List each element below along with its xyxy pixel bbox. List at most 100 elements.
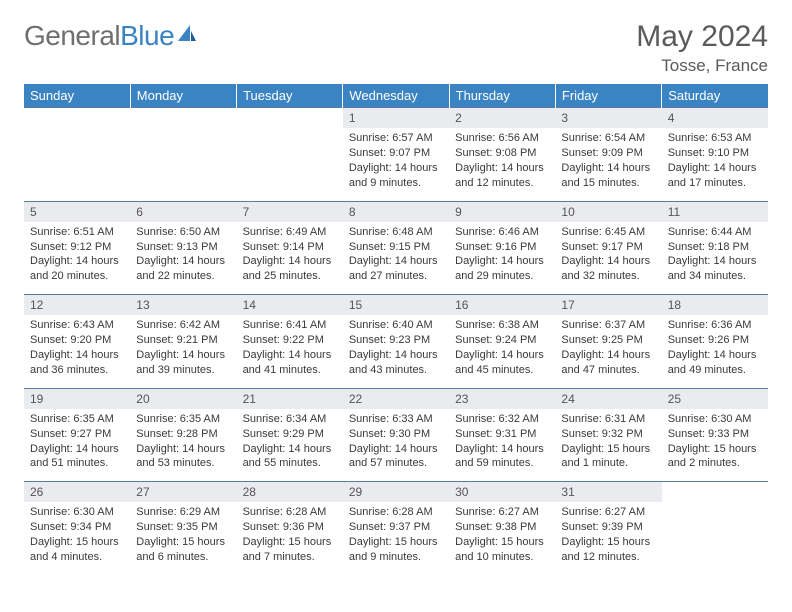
calendar-day-cell: 29Sunrise: 6:28 AMSunset: 9:37 PMDayligh… [343, 482, 449, 575]
day-number: 24 [555, 389, 661, 409]
day-number: 29 [343, 482, 449, 502]
day-line: Sunset: 9:30 PM [349, 427, 443, 442]
day-line: and 12 minutes. [455, 176, 549, 191]
calendar-day-cell: 15Sunrise: 6:40 AMSunset: 9:23 PMDayligh… [343, 295, 449, 389]
day-line: and 47 minutes. [561, 363, 655, 378]
location-title: Tosse, France [636, 56, 768, 76]
day-body: Sunrise: 6:27 AMSunset: 9:39 PMDaylight:… [555, 502, 661, 574]
day-line: Sunrise: 6:42 AM [136, 318, 230, 333]
day-number: 8 [343, 202, 449, 222]
day-line: Sunrise: 6:51 AM [30, 225, 124, 240]
day-line: Sunset: 9:24 PM [455, 333, 549, 348]
day-body: Sunrise: 6:45 AMSunset: 9:17 PMDaylight:… [555, 222, 661, 294]
day-line: and 25 minutes. [243, 269, 337, 284]
calendar-week-row: 19Sunrise: 6:35 AMSunset: 9:27 PMDayligh… [24, 388, 768, 482]
day-number [24, 108, 130, 128]
day-body: Sunrise: 6:43 AMSunset: 9:20 PMDaylight:… [24, 315, 130, 387]
weekday-header: Monday [130, 84, 236, 108]
day-body: Sunrise: 6:30 AMSunset: 9:34 PMDaylight:… [24, 502, 130, 574]
day-line: Sunrise: 6:36 AM [668, 318, 762, 333]
day-body: Sunrise: 6:35 AMSunset: 9:28 PMDaylight:… [130, 409, 236, 481]
day-line: Daylight: 14 hours [30, 254, 124, 269]
calendar-day-cell: 17Sunrise: 6:37 AMSunset: 9:25 PMDayligh… [555, 295, 661, 389]
day-line: Sunrise: 6:40 AM [349, 318, 443, 333]
day-number: 3 [555, 108, 661, 128]
brand-part1: General [24, 20, 120, 52]
day-number: 30 [449, 482, 555, 502]
day-line: Sunset: 9:08 PM [455, 146, 549, 161]
day-line: Sunrise: 6:57 AM [349, 131, 443, 146]
day-line: Daylight: 14 hours [455, 442, 549, 457]
day-line: and 55 minutes. [243, 456, 337, 471]
day-line: and 34 minutes. [668, 269, 762, 284]
calendar-day-cell: 3Sunrise: 6:54 AMSunset: 9:09 PMDaylight… [555, 108, 661, 202]
calendar-day-cell: 1Sunrise: 6:57 AMSunset: 9:07 PMDaylight… [343, 108, 449, 202]
calendar-week-row: 12Sunrise: 6:43 AMSunset: 9:20 PMDayligh… [24, 295, 768, 389]
day-line: Daylight: 14 hours [349, 442, 443, 457]
day-number: 10 [555, 202, 661, 222]
day-line: Sunset: 9:18 PM [668, 240, 762, 255]
day-line: Daylight: 15 hours [561, 442, 655, 457]
day-body: Sunrise: 6:54 AMSunset: 9:09 PMDaylight:… [555, 128, 661, 200]
day-line: Sunrise: 6:53 AM [668, 131, 762, 146]
day-line: Sunrise: 6:34 AM [243, 412, 337, 427]
day-number: 21 [237, 389, 343, 409]
day-line: Daylight: 14 hours [243, 254, 337, 269]
day-line: Sunset: 9:21 PM [136, 333, 230, 348]
day-line: Daylight: 15 hours [668, 442, 762, 457]
day-line: Sunset: 9:38 PM [455, 520, 549, 535]
day-body: Sunrise: 6:34 AMSunset: 9:29 PMDaylight:… [237, 409, 343, 481]
calendar-day-cell: 11Sunrise: 6:44 AMSunset: 9:18 PMDayligh… [662, 201, 768, 295]
calendar-table: Sunday Monday Tuesday Wednesday Thursday… [24, 84, 768, 575]
day-number: 20 [130, 389, 236, 409]
day-number: 6 [130, 202, 236, 222]
calendar-day-cell: 8Sunrise: 6:48 AMSunset: 9:15 PMDaylight… [343, 201, 449, 295]
calendar-day-cell: 30 Sunrise: 6:27 AMSunset: 9:38 PMDayligh… [449, 482, 555, 575]
calendar-day-cell: 20Sunrise: 6:35 AMSunset: 9:28 PMDayligh… [130, 388, 236, 482]
day-line: Sunset: 9:27 PM [30, 427, 124, 442]
day-number: 4 [662, 108, 768, 128]
day-line: Sunset: 9:13 PM [136, 240, 230, 255]
day-line: Sunrise: 6:30 AM [30, 505, 124, 520]
day-line: Daylight: 15 hours [455, 535, 549, 550]
day-body: Sunrise: 6:48 AMSunset: 9:15 PMDaylight:… [343, 222, 449, 294]
day-body [24, 128, 130, 188]
day-line: Sunrise: 6:27 AM [561, 505, 655, 520]
day-line: and 12 minutes. [561, 550, 655, 565]
day-number [662, 482, 768, 502]
calendar-day-cell: 25Sunrise: 6:30 AMSunset: 9:33 PMDayligh… [662, 388, 768, 482]
weekday-header-row: Sunday Monday Tuesday Wednesday Thursday… [24, 84, 768, 108]
day-line: Sunset: 9:22 PM [243, 333, 337, 348]
day-line: and 53 minutes. [136, 456, 230, 471]
day-line: Daylight: 14 hours [136, 254, 230, 269]
day-line: Sunrise: 6:27 AM [455, 505, 549, 520]
calendar-day-cell: 22Sunrise: 6:33 AMSunset: 9:30 PMDayligh… [343, 388, 449, 482]
day-line: and 10 minutes. [455, 550, 549, 565]
day-line: Sunrise: 6:33 AM [349, 412, 443, 427]
day-line: and 41 minutes. [243, 363, 337, 378]
day-body: Sunrise: 6:44 AMSunset: 9:18 PMDaylight:… [662, 222, 768, 294]
day-line: Daylight: 15 hours [30, 535, 124, 550]
day-body: Sunrise: 6:46 AMSunset: 9:16 PMDaylight:… [449, 222, 555, 294]
calendar-day-cell: 26Sunrise: 6:30 AMSunset: 9:34 PMDayligh… [24, 482, 130, 575]
day-line: Daylight: 14 hours [455, 254, 549, 269]
day-line: and 32 minutes. [561, 269, 655, 284]
day-line: Daylight: 14 hours [668, 161, 762, 176]
calendar-day-cell: 5Sunrise: 6:51 AMSunset: 9:12 PMDaylight… [24, 201, 130, 295]
day-line: and 29 minutes. [455, 269, 549, 284]
day-body: Sunrise: 6:49 AMSunset: 9:14 PMDaylight:… [237, 222, 343, 294]
day-number: 31 [555, 482, 661, 502]
day-body [237, 128, 343, 188]
weekday-header: Wednesday [343, 84, 449, 108]
calendar-week-row: 5Sunrise: 6:51 AMSunset: 9:12 PMDaylight… [24, 201, 768, 295]
day-body: Sunrise: 6:32 AMSunset: 9:31 PMDaylight:… [449, 409, 555, 481]
day-line: Daylight: 14 hours [561, 254, 655, 269]
calendar-day-cell: 21Sunrise: 6:34 AMSunset: 9:29 PMDayligh… [237, 388, 343, 482]
day-line: Sunrise: 6:28 AM [243, 505, 337, 520]
day-line: and 22 minutes. [136, 269, 230, 284]
day-body: Sunrise: 6:40 AMSunset: 9:23 PMDaylight:… [343, 315, 449, 387]
day-line: Daylight: 15 hours [349, 535, 443, 550]
day-number: 2 [449, 108, 555, 128]
day-number: 18 [662, 295, 768, 315]
brand-logo: GeneralBlue [24, 20, 198, 52]
